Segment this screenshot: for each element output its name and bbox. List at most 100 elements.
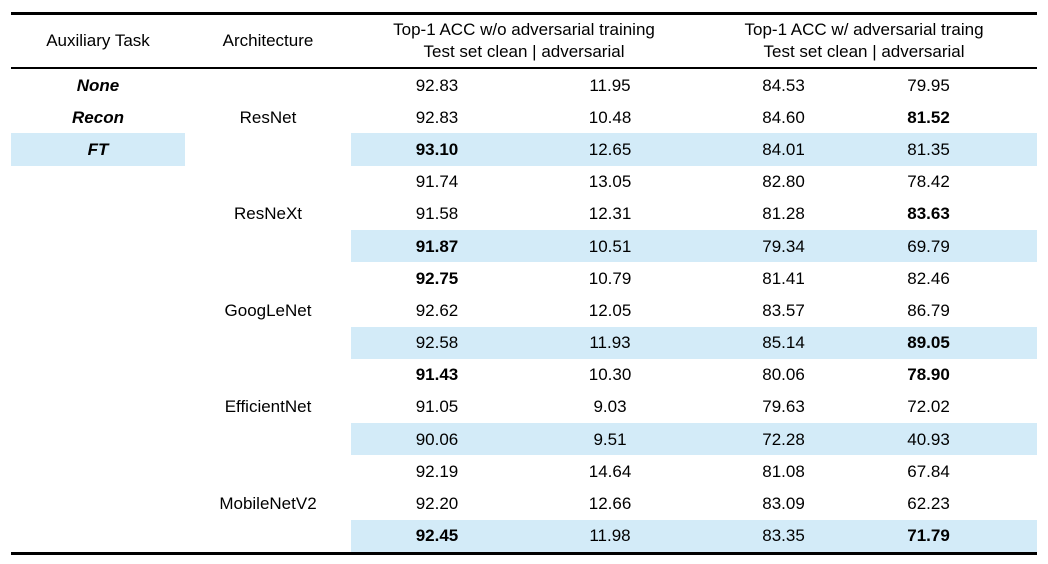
table-row: EfficientNet 91.43 10.30 80.06 78.90 [11,359,1037,415]
acc-value-cell: 92.75 [415,268,459,288]
acc-value-cell: 79.95 [907,75,950,95]
aux-task-cell [11,423,185,455]
table-row: 92.45 11.98 83.35 71.79 [11,519,1038,554]
table-row: 92.58 11.93 85.14 89.05 [11,326,1038,359]
acc-value-cell: 83.35 [697,519,871,554]
column-header-architecture: Architecture [185,13,351,69]
architecture-cell: ResNet [239,107,297,127]
architecture-cell: MobileNetV2 [219,494,317,514]
acc-value-cell: 67.84 [907,461,950,481]
acc-value-cell: 10.48 [588,107,632,127]
table-header: Auxiliary Task Architecture Top-1 ACC w/… [11,13,1038,69]
aux-task-cell: Recon [72,107,124,127]
acc-value-cell: 81.35 [870,133,1038,166]
acc-value-cell: 92.62 [415,300,459,320]
table-row: 91.58 12.31 81.28 83.63 [11,198,1037,230]
acc-value-cell: 91.43 [415,365,459,385]
acc-value-cell: 84.01 [697,133,871,166]
table-row: 90.06 9.51 72.28 40.93 [11,423,1038,456]
acc-value-cell: 92.19 [415,461,459,481]
table-row: 91.05 9.03 79.63 72.02 [11,391,1037,423]
acc-value-cell: 84.53 [762,75,805,95]
column-header-without-adv-training: Top-1 ACC w/o adversarial training Test … [351,13,698,69]
acc-value-cell: 72.02 [907,397,950,417]
header-line-2: Test set clean | adversarial [423,42,625,61]
acc-value-cell: 81.08 [762,461,805,481]
acc-value-cell: 72.28 [697,423,871,456]
acc-value-cell: 12.66 [588,494,632,514]
acc-value-cell: 81.41 [762,268,805,288]
acc-value-cell: 81.52 [907,107,950,127]
acc-value-cell: 91.87 [351,229,523,263]
acc-value-cell: 83.63 [907,204,950,224]
column-header-with-adv-training: Top-1 ACC w/ adversarial traing Test set… [697,13,1038,69]
acc-value-cell: 83.57 [762,300,805,320]
table-row: GoogLeNet 92.75 10.79 81.41 82.46 [11,262,1037,319]
header-line-2: Test set clean | adversarial [763,42,965,61]
acc-value-cell: 84.60 [762,107,805,127]
acc-value-cell: 92.45 [351,519,523,554]
header-line-1: Top-1 ACC w/ adversarial traing [744,20,984,39]
aux-task-cell [11,391,185,423]
aux-task-cell [11,198,185,230]
acc-value-cell: 11.98 [523,519,698,554]
acc-value-cell: 91.74 [415,172,459,192]
acc-value-cell: 71.79 [870,519,1038,554]
acc-value-cell: 80.06 [762,365,805,385]
aux-task-cell [11,487,185,519]
table-row: 91.87 10.51 79.34 69.79 [11,229,1038,263]
architecture-cell: EfficientNet [224,397,312,417]
table-row: Recon 92.83 10.48 84.60 81.52 [11,101,1037,133]
acc-value-cell: 89.05 [870,326,1038,359]
acc-value-cell: 92.20 [415,494,459,514]
table-row: FT 93.10 12.65 84.01 81.35 [11,133,1038,166]
table-row: 92.20 12.66 83.09 62.23 [11,487,1037,519]
acc-value-cell: 12.05 [588,300,632,320]
acc-value-cell: 10.79 [588,268,632,288]
aux-task-cell [11,294,185,326]
acc-value-cell: 81.28 [762,204,805,224]
header-line-1: Top-1 ACC w/o adversarial training [393,20,655,39]
acc-value-cell: 82.46 [907,268,950,288]
acc-value-cell: 93.10 [351,133,523,166]
acc-value-cell: 62.23 [907,494,950,514]
table-row: MobileNetV2 92.19 14.64 81.08 67.84 [11,455,1037,512]
acc-value-cell: 11.95 [589,75,631,95]
acc-value-cell: 14.64 [588,461,632,481]
architecture-cell: ResNeXt [233,204,303,224]
acc-value-cell: 12.31 [588,204,632,224]
aux-task-cell: FT [11,133,185,166]
acc-value-cell: 10.30 [588,365,632,385]
table-row: 92.62 12.05 83.57 86.79 [11,294,1037,326]
aux-task-cell: None [76,75,120,95]
acc-value-cell: 91.58 [415,204,459,224]
acc-value-cell: 86.79 [907,300,950,320]
acc-value-cell: 91.05 [415,397,459,417]
acc-value-cell: 90.06 [351,423,523,456]
acc-value-cell: 92.83 [415,75,459,95]
acc-value-cell: 10.51 [523,229,698,263]
acc-value-cell: 82.80 [762,172,805,192]
table-row: ResNeXt 91.74 13.05 82.80 78.42 [11,166,1037,222]
acc-value-cell: 9.03 [593,397,627,417]
aux-task-cell [11,359,185,391]
acc-value-cell: 13.05 [588,172,632,192]
acc-value-cell: 79.63 [762,397,805,417]
adversarial-training-results-table: Auxiliary Task Architecture Top-1 ACC w/… [11,12,1038,555]
column-header-auxiliary-task: Auxiliary Task [11,13,185,69]
aux-task-cell [11,327,185,359]
acc-value-cell: 69.79 [870,229,1038,263]
acc-value-cell: 92.58 [351,326,523,359]
acc-value-cell: 92.83 [415,107,459,127]
aux-task-cell [11,520,185,554]
acc-value-cell: 11.93 [523,326,698,359]
acc-value-cell: 78.90 [907,365,950,385]
acc-value-cell: 79.34 [697,229,871,263]
acc-value-cell: 85.14 [697,326,871,359]
acc-value-cell: 12.65 [523,133,698,166]
header-row: Auxiliary Task Architecture Top-1 ACC w/… [11,13,1038,69]
aux-task-cell [11,262,185,294]
acc-value-cell: 40.93 [870,423,1038,456]
table-body: None ResNet 92.83 11.95 84.53 79.95 Reco… [11,68,1038,554]
